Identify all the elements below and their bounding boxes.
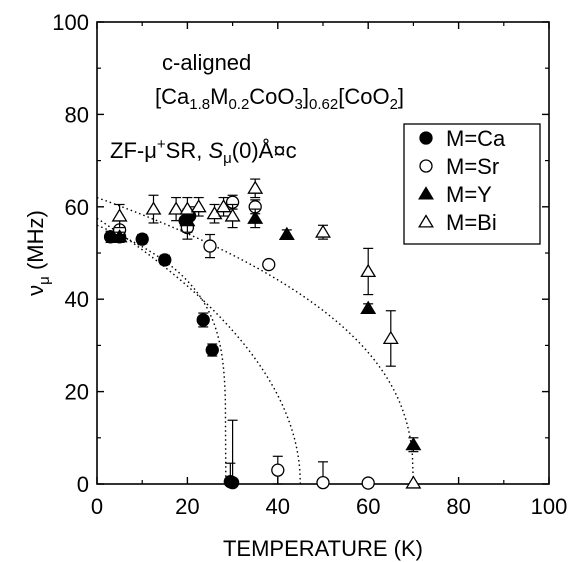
data-point-m-y	[111, 229, 128, 243]
y-tick-label: 100	[52, 10, 89, 35]
data-point-m-ca	[196, 313, 210, 327]
x-tick-label: 60	[356, 494, 380, 519]
series-m-bi	[111, 178, 422, 489]
data-point-m-sr	[271, 463, 285, 477]
annotation-formula: [Ca1.8M0.2CoO3]0.62[CoO2]	[155, 84, 404, 113]
y-tick-label: 0	[77, 472, 89, 497]
data-point-m-bi	[315, 224, 331, 238]
fit-curve	[96, 217, 302, 485]
data-point-m-y	[278, 226, 295, 241]
series-m-y	[111, 208, 422, 453]
y-axis-unit: (MHz)	[23, 210, 48, 276]
legend-label-m-ca: M=Ca	[446, 126, 506, 151]
data-point-m-bi	[360, 263, 377, 278]
data-point-m-sr	[262, 257, 276, 272]
data-point-m-y	[247, 210, 264, 224]
x-tick-label: 20	[175, 494, 199, 519]
legend-marker-m-y	[418, 186, 434, 200]
data-point-m-y	[405, 436, 422, 451]
data-point-m-ca	[225, 475, 240, 490]
y-axis-title: νμ (MHz)	[23, 210, 53, 296]
legend-marker-m-bi	[418, 214, 434, 228]
data-point-m-ca	[135, 232, 149, 246]
legend: M=Ca M=Sr M=Y M=Bi	[403, 123, 541, 245]
y-tick-label: 20	[65, 380, 89, 405]
axis-ticks: 0 20 40 60 80 100 0 20 40 60 80 100	[52, 10, 567, 519]
legend-marker-m-ca	[419, 131, 433, 145]
data-point-m-bi	[405, 475, 422, 489]
data-point-m-sr	[361, 476, 375, 490]
data-point-m-bi	[145, 201, 162, 215]
x-tick-label: 40	[266, 494, 290, 519]
y-tick-label: 80	[65, 102, 89, 127]
annotation-technique: ZF-μ+SR, Sμ(0)Å¤c	[110, 136, 297, 167]
x-tick-label: 100	[531, 494, 568, 519]
data-point-m-bi	[224, 208, 241, 222]
data-point-m-bi	[179, 201, 196, 215]
legend-marker-m-sr	[419, 159, 433, 173]
y-axis-symbol-subscript: μ	[36, 276, 53, 285]
data-point-m-bi	[168, 201, 185, 215]
series-m-ca	[103, 206, 240, 490]
data-point-m-ca	[205, 343, 219, 357]
y-tick-label: 40	[65, 287, 89, 312]
data-point-m-sr	[203, 239, 217, 253]
data-point-m-y	[360, 300, 377, 314]
legend-label-m-y: M=Y	[446, 182, 492, 207]
data-points	[103, 178, 422, 490]
x-tick-label: 0	[91, 494, 103, 519]
annotation-line-1: c-aligned	[162, 50, 251, 75]
data-point-m-bi	[190, 199, 207, 213]
x-axis-title: TEMPERATURE (K)	[223, 536, 423, 561]
data-point-m-bi	[111, 208, 128, 222]
y-axis-symbol: ν	[23, 285, 48, 296]
data-point-m-bi	[382, 330, 399, 345]
data-point-m-bi	[206, 205, 223, 220]
legend-label-m-bi: M=Bi	[446, 210, 497, 235]
legend-label-m-sr: M=Sr	[446, 154, 499, 179]
y-tick-label: 60	[65, 195, 89, 220]
x-tick-label: 80	[446, 494, 470, 519]
data-point-m-bi	[215, 199, 232, 213]
series-m-sr	[112, 194, 375, 490]
data-point-m-bi	[247, 180, 264, 194]
data-point-m-sr	[316, 475, 330, 490]
data-point-m-ca	[158, 253, 172, 267]
legend-items: M=Ca M=Sr M=Y M=Bi	[418, 126, 506, 235]
